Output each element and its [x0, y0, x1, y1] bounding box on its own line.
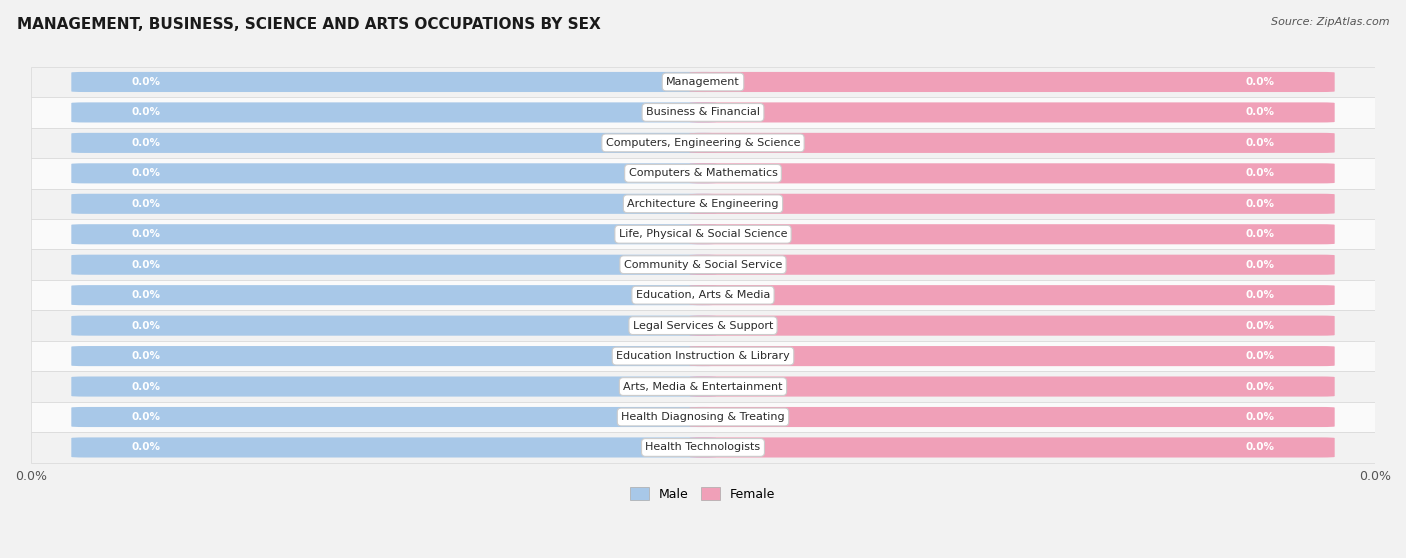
Text: MANAGEMENT, BUSINESS, SCIENCE AND ARTS OCCUPATIONS BY SEX: MANAGEMENT, BUSINESS, SCIENCE AND ARTS O…: [17, 17, 600, 32]
Text: Life, Physical & Social Science: Life, Physical & Social Science: [619, 229, 787, 239]
Bar: [31, 280, 1375, 310]
Bar: [31, 128, 1375, 158]
Text: Management: Management: [666, 77, 740, 87]
FancyBboxPatch shape: [689, 346, 1334, 366]
Text: 0.0%: 0.0%: [1246, 169, 1274, 179]
FancyBboxPatch shape: [689, 254, 1334, 275]
Text: Architecture & Engineering: Architecture & Engineering: [627, 199, 779, 209]
Bar: [31, 432, 1375, 463]
Text: 0.0%: 0.0%: [132, 199, 160, 209]
Text: 0.0%: 0.0%: [132, 382, 160, 392]
Bar: [31, 97, 1375, 128]
Text: Health Diagnosing & Treating: Health Diagnosing & Treating: [621, 412, 785, 422]
Text: Business & Financial: Business & Financial: [645, 108, 761, 117]
Text: Arts, Media & Entertainment: Arts, Media & Entertainment: [623, 382, 783, 392]
Bar: [31, 158, 1375, 189]
Legend: Male, Female: Male, Female: [626, 482, 780, 506]
FancyBboxPatch shape: [72, 407, 717, 427]
FancyBboxPatch shape: [72, 285, 717, 305]
Text: 0.0%: 0.0%: [1246, 229, 1274, 239]
FancyBboxPatch shape: [689, 163, 1334, 184]
Text: Source: ZipAtlas.com: Source: ZipAtlas.com: [1271, 17, 1389, 27]
FancyBboxPatch shape: [72, 102, 717, 122]
Bar: [31, 341, 1375, 371]
FancyBboxPatch shape: [72, 194, 717, 214]
Bar: [31, 310, 1375, 341]
Text: Education Instruction & Library: Education Instruction & Library: [616, 351, 790, 361]
FancyBboxPatch shape: [689, 377, 1334, 397]
Text: 0.0%: 0.0%: [1246, 290, 1274, 300]
Text: Community & Social Service: Community & Social Service: [624, 259, 782, 270]
Text: 0.0%: 0.0%: [132, 412, 160, 422]
Text: 0.0%: 0.0%: [132, 229, 160, 239]
Text: 0.0%: 0.0%: [132, 321, 160, 331]
Bar: [31, 67, 1375, 97]
Text: 0.0%: 0.0%: [132, 290, 160, 300]
Text: 0.0%: 0.0%: [1246, 412, 1274, 422]
FancyBboxPatch shape: [689, 102, 1334, 122]
Bar: [31, 371, 1375, 402]
Text: Legal Services & Support: Legal Services & Support: [633, 321, 773, 331]
FancyBboxPatch shape: [72, 163, 717, 184]
FancyBboxPatch shape: [72, 377, 717, 397]
FancyBboxPatch shape: [689, 194, 1334, 214]
Text: 0.0%: 0.0%: [1246, 321, 1274, 331]
FancyBboxPatch shape: [689, 133, 1334, 153]
Text: 0.0%: 0.0%: [1246, 199, 1274, 209]
FancyBboxPatch shape: [689, 316, 1334, 336]
FancyBboxPatch shape: [72, 254, 717, 275]
Bar: [31, 219, 1375, 249]
FancyBboxPatch shape: [689, 72, 1334, 92]
Text: Education, Arts & Media: Education, Arts & Media: [636, 290, 770, 300]
Bar: [31, 189, 1375, 219]
Bar: [31, 402, 1375, 432]
FancyBboxPatch shape: [72, 133, 717, 153]
Text: 0.0%: 0.0%: [1246, 442, 1274, 453]
Text: 0.0%: 0.0%: [132, 351, 160, 361]
FancyBboxPatch shape: [72, 346, 717, 366]
Bar: [31, 249, 1375, 280]
FancyBboxPatch shape: [689, 437, 1334, 458]
Text: 0.0%: 0.0%: [1246, 351, 1274, 361]
Text: 0.0%: 0.0%: [1246, 108, 1274, 117]
Text: 0.0%: 0.0%: [132, 108, 160, 117]
Text: 0.0%: 0.0%: [1246, 138, 1274, 148]
FancyBboxPatch shape: [72, 224, 717, 244]
Text: 0.0%: 0.0%: [132, 138, 160, 148]
Text: 0.0%: 0.0%: [132, 77, 160, 87]
Text: 0.0%: 0.0%: [132, 169, 160, 179]
Text: 0.0%: 0.0%: [132, 442, 160, 453]
FancyBboxPatch shape: [689, 285, 1334, 305]
FancyBboxPatch shape: [689, 224, 1334, 244]
Text: 0.0%: 0.0%: [1246, 382, 1274, 392]
Text: 0.0%: 0.0%: [132, 259, 160, 270]
FancyBboxPatch shape: [72, 316, 717, 336]
Text: Computers, Engineering & Science: Computers, Engineering & Science: [606, 138, 800, 148]
FancyBboxPatch shape: [72, 72, 717, 92]
Text: 0.0%: 0.0%: [1246, 77, 1274, 87]
FancyBboxPatch shape: [689, 407, 1334, 427]
Text: Computers & Mathematics: Computers & Mathematics: [628, 169, 778, 179]
FancyBboxPatch shape: [72, 437, 717, 458]
Text: 0.0%: 0.0%: [1246, 259, 1274, 270]
Text: Health Technologists: Health Technologists: [645, 442, 761, 453]
